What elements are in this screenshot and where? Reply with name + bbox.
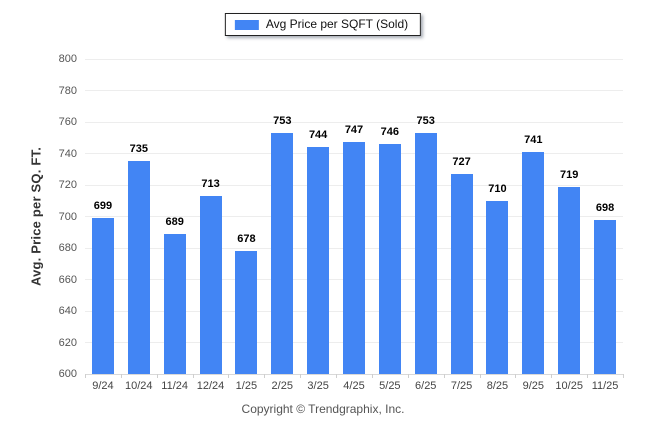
bar-value-label: 719 <box>560 168 579 181</box>
bar <box>378 144 401 374</box>
x-tick-label: 9/24 <box>92 380 114 392</box>
y-tick-label: 700 <box>58 210 77 223</box>
gridline <box>85 121 623 123</box>
x-tick-mark <box>264 374 266 378</box>
x-tick-mark <box>623 374 624 378</box>
x-tick-mark <box>228 374 230 378</box>
x-tick-mark <box>192 374 194 378</box>
bar <box>91 218 114 374</box>
y-tick-label: 760 <box>58 116 77 128</box>
x-tick-mark <box>407 374 409 378</box>
x-tick-mark <box>300 374 302 378</box>
bar <box>343 142 365 374</box>
bar-value-label: 753 <box>416 115 435 128</box>
bar-value-label: 699 <box>93 200 113 213</box>
x-tick-mark <box>85 374 86 378</box>
bar-value-label: 735 <box>129 143 148 156</box>
bar-value-label: 746 <box>380 126 400 139</box>
bar-value-label: 698 <box>595 201 615 214</box>
y-tick-label: 620 <box>58 336 77 349</box>
bar <box>307 147 330 374</box>
y-tick-label: 780 <box>58 84 77 97</box>
bar <box>486 200 509 374</box>
x-tick-label: 11/24 <box>161 380 188 392</box>
bar-value-label: 753 <box>273 115 292 128</box>
x-tick-label: 1/25 <box>235 380 258 392</box>
bar <box>163 233 186 374</box>
x-tick-label: 7/25 <box>450 380 473 392</box>
y-tick-label: 600 <box>58 368 77 380</box>
bar <box>414 133 437 374</box>
bar-value-label: 689 <box>165 215 184 228</box>
bar-value-label: 678 <box>237 233 256 246</box>
x-tick-label: 2/25 <box>271 380 293 392</box>
x-tick-label: 11/25 <box>591 380 619 392</box>
x-axis-line <box>85 374 623 375</box>
bar-value-label: 744 <box>308 129 328 142</box>
y-tick-label: 800 <box>58 53 77 65</box>
x-tick-label: 10/24 <box>125 380 153 392</box>
legend-label: Avg Price per SQFT (Sold) <box>265 17 409 31</box>
bar <box>558 186 581 374</box>
bar-value-label: 710 <box>488 182 507 195</box>
bar-value-label: 713 <box>201 178 220 191</box>
gridline <box>85 90 623 91</box>
y-tick-label: 680 <box>58 242 77 254</box>
bar-value-label: 741 <box>524 133 543 146</box>
bar <box>127 161 150 374</box>
bar <box>271 133 294 374</box>
y-tick-label: 640 <box>58 305 77 317</box>
x-tick-label: 12/24 <box>196 380 225 392</box>
bar <box>199 196 222 374</box>
bar <box>450 173 473 374</box>
x-tick-mark <box>443 374 445 378</box>
legend: Avg Price per SQFT (Sold) <box>224 13 422 36</box>
y-tick-label: 660 <box>58 273 77 286</box>
y-tick-label: 740 <box>58 147 77 160</box>
x-tick-label: 10/25 <box>555 380 583 392</box>
x-tick-label: 3/25 <box>307 380 329 392</box>
x-tick-mark <box>120 374 122 378</box>
x-tick-mark <box>371 374 373 378</box>
gridline <box>85 58 623 60</box>
x-tick-label: 9/25 <box>522 380 545 392</box>
x-tick-label: 5/25 <box>379 380 401 392</box>
x-tick-mark <box>156 374 158 378</box>
footer-copyright: Copyright © Trendgraphix, Inc. <box>241 402 405 416</box>
legend-swatch-icon <box>234 19 259 30</box>
x-tick-mark <box>551 374 553 378</box>
x-tick-label: 4/25 <box>343 380 365 392</box>
y-tick-label: 720 <box>58 179 77 191</box>
x-tick-label: 8/25 <box>486 380 509 392</box>
bar <box>594 219 617 374</box>
bar-value-label: 747 <box>344 124 364 137</box>
x-tick-mark <box>587 374 589 378</box>
bar-value-label: 727 <box>452 155 471 168</box>
x-tick-mark <box>515 374 517 378</box>
x-tick-label: 6/25 <box>415 380 437 392</box>
x-tick-mark <box>336 374 338 378</box>
bar <box>235 251 258 374</box>
x-tick-mark <box>479 374 481 378</box>
bar <box>522 151 545 374</box>
